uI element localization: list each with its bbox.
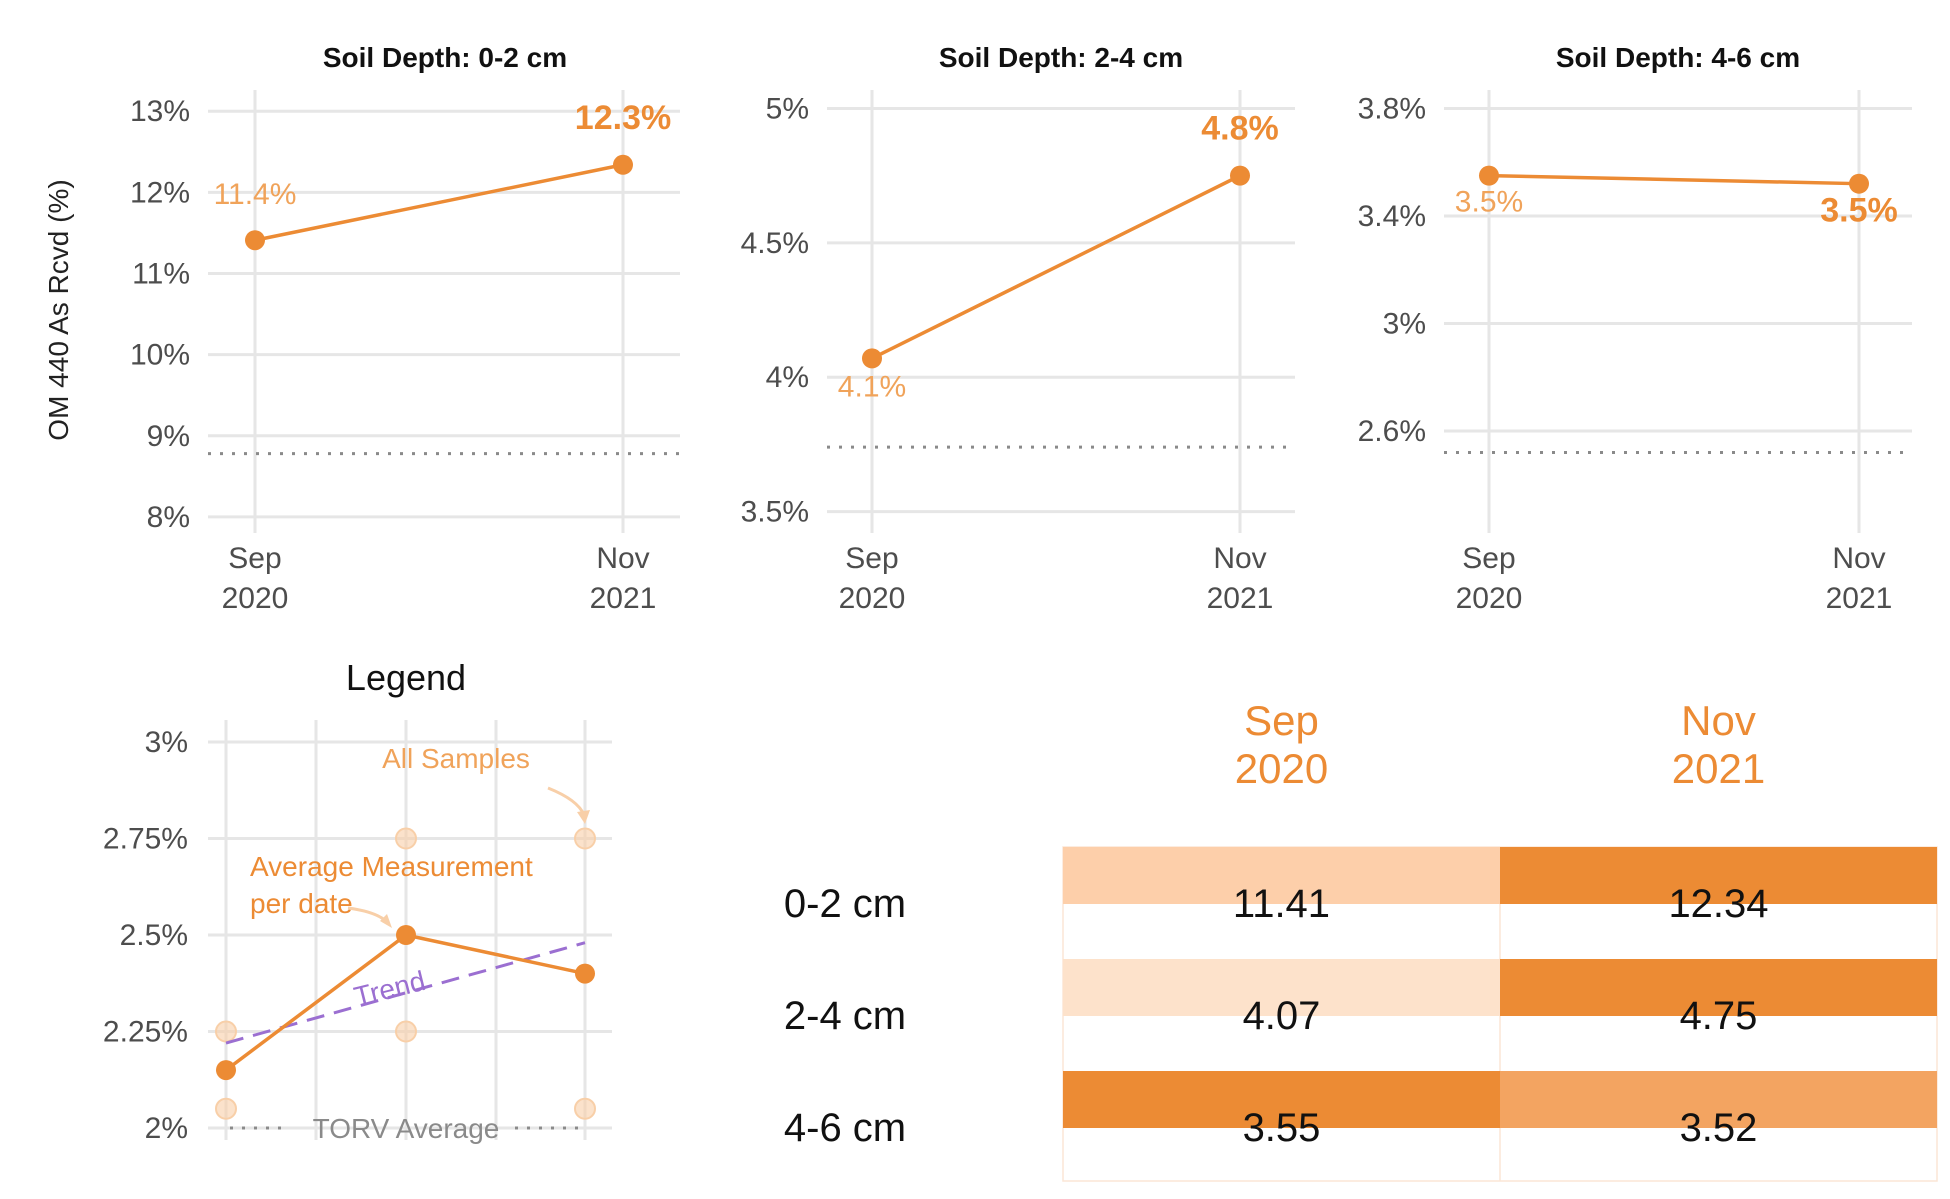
x-tick-label: 2021 <box>1207 582 1274 615</box>
data-point <box>613 154 633 175</box>
all-samples-annotation: All Samples <box>382 743 530 774</box>
y-tick-label: 9% <box>147 420 190 453</box>
sample-point <box>574 1097 596 1120</box>
sample-point <box>215 1097 237 1120</box>
x-tick-label: 2020 <box>222 582 289 615</box>
data-label: 3.5% <box>1455 186 1523 219</box>
x-tick-label: Nov <box>596 542 649 575</box>
average-annotation-line1: Average Measurement <box>250 851 533 882</box>
y-tick-label: 8% <box>147 501 190 534</box>
torv-average-label: TORV Average <box>313 1113 500 1144</box>
x-tick-label: Nov <box>1832 542 1885 575</box>
panel-title: Soil Depth: 4-6 cm <box>1556 42 1800 73</box>
x-tick-label: 2020 <box>839 582 906 615</box>
x-tick-label: Nov <box>1213 542 1266 575</box>
y-tick-label: 4.5% <box>741 227 809 260</box>
average-point <box>575 963 595 984</box>
y-tick-label: 2.6% <box>1358 415 1426 448</box>
sample-point <box>215 1020 237 1043</box>
y-tick-label: 12% <box>130 176 190 209</box>
y-tick-label: 2.5% <box>120 919 188 952</box>
y-tick-label: 3.5% <box>741 496 809 529</box>
average-point <box>396 925 416 945</box>
y-tick-label: 10% <box>130 339 190 372</box>
data-label: 12.3% <box>575 99 671 137</box>
y-tick-label: 11% <box>132 257 190 290</box>
x-tick-label: Sep <box>845 542 898 575</box>
y-tick-label: 3.4% <box>1358 200 1426 233</box>
panel-title: Soil Depth: 2-4 cm <box>939 42 1183 73</box>
cell-fill <box>1063 847 1500 904</box>
cell-value: 3.52 <box>1680 1106 1758 1150</box>
row-label: 4-6 cm <box>784 1106 906 1150</box>
all-samples-arrow <box>547 786 586 816</box>
cell-value: 11.41 <box>1233 882 1330 926</box>
all-samples-arrowhead <box>577 810 590 824</box>
cell-value: 12.34 <box>1668 882 1768 926</box>
series-line <box>871 174 1241 360</box>
cell-fill <box>1500 1071 1937 1128</box>
average-point <box>216 1060 236 1081</box>
y-tick-label: 4% <box>766 361 809 394</box>
average-annotation-line2: per date <box>250 888 353 919</box>
x-tick-label: Sep <box>1462 542 1515 575</box>
data-point <box>1849 173 1869 194</box>
sample-point <box>395 1020 417 1043</box>
series-line <box>1488 173 1860 186</box>
y-tick-label: 13% <box>130 95 190 128</box>
average-arrowhead <box>380 914 392 928</box>
data-point <box>1230 165 1250 186</box>
row-label: 2-4 cm <box>784 994 906 1038</box>
y-tick-label: 3% <box>145 726 188 759</box>
y-axis-title: OM 440 As Rcvd (%) <box>43 179 74 440</box>
data-point <box>245 230 265 251</box>
x-tick-label: 2020 <box>1456 582 1523 615</box>
cell-value: 4.75 <box>1680 994 1758 1038</box>
y-tick-label: 3.8% <box>1358 92 1426 125</box>
sample-point <box>574 827 596 850</box>
cell-fill <box>1063 1071 1500 1128</box>
y-tick-label: 3% <box>1383 307 1426 340</box>
legend-panel: Legend 2% 2.25% 2.5% 2.75% 3% TORV Average Tren… <box>103 657 612 1145</box>
cell-fill <box>1063 959 1500 1016</box>
column-header: 2020 <box>1235 745 1328 792</box>
cell-value: 4.07 <box>1243 994 1321 1038</box>
y-tick-label: 2% <box>145 1112 188 1145</box>
row-label: 0-2 cm <box>784 882 906 926</box>
series-line <box>254 163 624 242</box>
y-tick-label: 2.75% <box>103 823 188 856</box>
data-point <box>1479 165 1499 186</box>
column-header: Sep <box>1244 697 1319 744</box>
x-tick-label: 2021 <box>590 582 657 615</box>
column-header: 2021 <box>1672 745 1765 792</box>
panel-title: Soil Depth: 0-2 cm <box>323 42 567 73</box>
cell-fill <box>1500 959 1937 1016</box>
data-label: 11.4% <box>214 178 297 211</box>
y-tick-label: 2.25% <box>103 1016 188 1049</box>
trend-label: Trend <box>351 965 428 1013</box>
data-label: 3.5% <box>1820 192 1898 230</box>
data-label: 4.1% <box>838 370 906 403</box>
data-label: 4.8% <box>1201 110 1279 148</box>
legend-title: Legend <box>346 657 466 698</box>
data-point <box>862 348 882 369</box>
y-tick-label: 5% <box>766 92 809 125</box>
sample-point <box>395 827 417 850</box>
panel-soil-depth-2-4cm: Soil Depth: 2-4 cm 3.5% 4% 4.5% 5% Sep 2020 Nov… <box>741 42 1295 615</box>
x-tick-label: Sep <box>228 542 281 575</box>
x-tick-label: 2021 <box>1826 582 1893 615</box>
cell-fill <box>1500 847 1937 904</box>
cell-value: 3.55 <box>1243 1106 1321 1150</box>
column-header: Nov <box>1681 697 1756 744</box>
panel-soil-depth-0-2cm: Soil Depth: 0-2 cm 8% 9% 10% 11% 12% 13% Sep 202… <box>130 42 680 615</box>
panel-soil-depth-4-6cm: Soil Depth: 4-6 cm 2.6% 3% 3.4% 3.8% Sep 2020 N… <box>1358 42 1912 615</box>
